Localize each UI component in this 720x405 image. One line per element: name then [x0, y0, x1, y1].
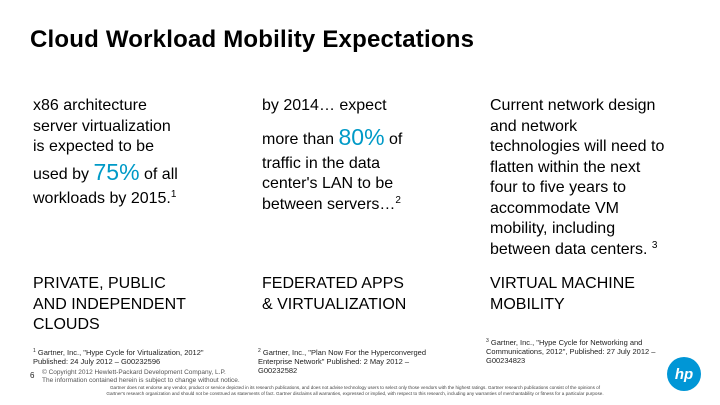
caption-line: CLOUDS [33, 316, 100, 333]
stat-line: between servers…2 [262, 195, 462, 216]
caption-vm-mobility: VIRTUAL MACHINE MOBILITY [490, 274, 690, 315]
disclaimer-line: Gartner's research organization and shou… [106, 391, 604, 396]
disclaimer-line: Gartner does not endorse any vendor, pro… [109, 385, 601, 390]
stat-percentage: 75% [93, 158, 140, 185]
stat-highlight-line: used by 75% of all [33, 158, 218, 189]
stat-line: flatten within the next [490, 158, 641, 176]
caption-line: & VIRTUALIZATION [262, 295, 407, 313]
stat-line: by 2014… expect [262, 97, 387, 114]
stat-line: and network [490, 117, 578, 135]
footnote-ref: 1 [170, 188, 177, 200]
footnote-1: 1 Gartner, Inc., "Hype Cycle for Virtual… [33, 348, 248, 366]
hp-logo-text: hp [675, 366, 693, 383]
caption-line: MOBILITY [490, 295, 565, 313]
gartner-disclaimer: Gartner does not endorse any vendor, pro… [90, 385, 620, 397]
footnote-line: Gartner, Inc., "Hype Cycle for Virtualiz… [37, 348, 204, 357]
caption-line: PRIVATE, PUBLIC [33, 275, 166, 292]
stat-line: mobility, including [490, 220, 616, 237]
stat-block-lan-traffic: by 2014… expect more than 80% of traffic… [262, 96, 462, 215]
stat-tail: workloads by 2015. [33, 189, 171, 207]
footnote-line: Gartner, Inc., "Plan Now For the Hyperco… [262, 348, 427, 357]
stat-percentage: 80% [338, 123, 385, 150]
stat-line: workloads by 2015.1 [33, 189, 218, 210]
stat-line: traffic in the data [262, 154, 380, 172]
footnote-line: Gartner, Inc., "Hype Cycle for Networkin… [490, 338, 643, 347]
hp-logo-icon: hp [667, 357, 701, 391]
caption-federated-apps: FEDERATED APPS & VIRTUALIZATION [262, 274, 462, 315]
footnote-ref: 3 [651, 239, 658, 251]
stat-line: accommodate VM [490, 199, 619, 217]
slide-title: Cloud Workload Mobility Expectations [30, 26, 475, 53]
stat-suffix: of all [144, 165, 178, 183]
footnote-line: Communications, 2012", Published: 27 Jul… [486, 347, 656, 356]
stat-prefix: used by [33, 165, 90, 183]
footnote-line: Enterprise Network" Published: 2 May 201… [258, 357, 410, 366]
copyright-notice: © Copyright 2012 Hewlett-Packard Develop… [42, 369, 302, 385]
stat-tail: between servers… [262, 195, 396, 213]
footnote-line: G00232582 [258, 366, 298, 375]
stat-line: four to five years to [490, 179, 627, 196]
footnote-number: 1 [33, 348, 36, 354]
footnote-2: 2 Gartner, Inc., "Plan Now For the Hyper… [258, 348, 468, 375]
stat-line: Current network design [490, 97, 656, 114]
stat-prefix: more than [262, 130, 335, 148]
page-number: 6 [30, 371, 35, 380]
caption-line: VIRTUAL MACHINE [490, 275, 635, 292]
stat-suffix: of [389, 130, 403, 148]
stat-line: between data centers. 3 [490, 240, 702, 261]
stat-line: server virtualization [33, 117, 171, 135]
stat-block-virtualization: x86 architecture server virtualization i… [33, 96, 218, 209]
caption-line: FEDERATED APPS [262, 275, 404, 292]
footnote-number: 2 [258, 348, 261, 354]
footnote-3: 3 Gartner, Inc., "Hype Cycle for Network… [486, 338, 686, 365]
stat-line: center's LAN to be [262, 175, 394, 192]
stat-line: x86 architecture [33, 97, 147, 114]
footnote-line: Published: 24 July 2012 – G00232596 [33, 357, 161, 366]
stat-highlight-line: more than 80% of [262, 123, 462, 154]
footnote-ref: 2 [395, 194, 401, 206]
hp-logo-glyph: hp [675, 366, 693, 383]
stat-tail: between data centers. [490, 240, 648, 258]
footnote-line: G00234823 [486, 356, 526, 365]
copyright-line: The information contained herein is subj… [42, 377, 240, 384]
caption-private-public-clouds: PRIVATE, PUBLIC AND INDEPENDENT CLOUDS [33, 274, 223, 336]
stat-block-network-design: Current network design and network techn… [490, 96, 702, 260]
caption-line: AND INDEPENDENT [33, 295, 186, 313]
footnote-number: 3 [486, 338, 489, 344]
stat-line: is expected to be [33, 138, 154, 155]
stat-line: technologies will need to [490, 138, 665, 155]
copyright-line: © Copyright 2012 Hewlett-Packard Develop… [42, 369, 226, 376]
